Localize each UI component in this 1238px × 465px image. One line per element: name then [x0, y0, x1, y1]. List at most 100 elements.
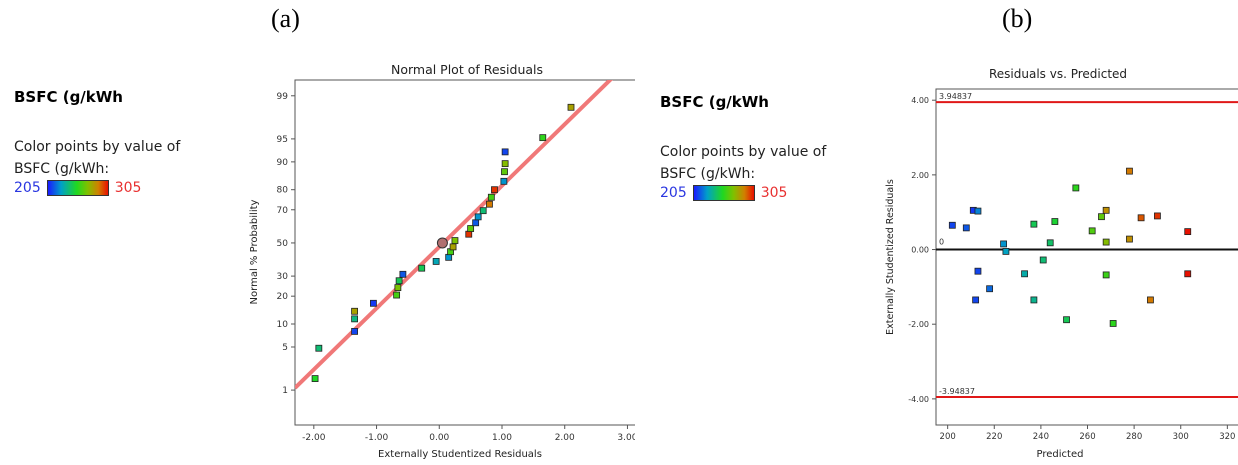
highlighted-data-point — [436, 237, 448, 249]
data-point — [445, 253, 453, 261]
data-point — [1046, 239, 1054, 247]
data-point — [1021, 270, 1028, 278]
data-point — [399, 270, 407, 278]
data-point — [1109, 320, 1117, 327]
data-point — [974, 267, 982, 275]
y-tick-label: 2.00 — [911, 171, 929, 180]
x-tick-label: 0.00 — [429, 433, 449, 443]
legend-description: Color points by value of — [660, 144, 827, 160]
data-point — [1154, 212, 1161, 220]
x-tick-label: 3.00 — [617, 433, 635, 443]
panel-label-a: (a) — [271, 4, 300, 33]
x-tick-label: 220 — [986, 432, 1002, 442]
data-point — [986, 285, 994, 293]
color-scale: 205 305 — [660, 185, 826, 201]
x-axis-label: Externally Studentized Residuals — [378, 449, 542, 460]
x-tick-label: 1.00 — [492, 433, 512, 443]
data-point — [370, 299, 377, 307]
data-point — [394, 284, 402, 292]
color-gradient-bar — [692, 185, 755, 201]
data-point — [351, 307, 358, 315]
data-point — [315, 344, 323, 352]
y-tick-label: -4.00 — [908, 395, 929, 404]
data-point — [465, 230, 473, 238]
scale-min-label: 205 — [660, 185, 687, 201]
x-tick-label: 260 — [1079, 432, 1095, 442]
y-tick-label: 1 — [282, 386, 288, 396]
color-scale: 205 305 — [14, 180, 180, 196]
data-point — [1000, 240, 1007, 248]
data-point — [974, 207, 982, 215]
residuals-vs-predicted-chart: Residuals vs. Predicted Predicted Extern… — [885, 67, 1238, 460]
data-point — [1102, 238, 1110, 246]
data-point — [1184, 270, 1192, 278]
data-point — [972, 296, 980, 304]
data-point — [1002, 247, 1010, 255]
y-tick-label: 5 — [282, 343, 288, 353]
y-tick-label: 50 — [277, 239, 289, 249]
scale-max-label: 305 — [760, 185, 788, 201]
data-point — [1098, 213, 1105, 221]
y-tick-label: 99 — [277, 92, 289, 102]
data-point — [1072, 184, 1080, 192]
data-point — [486, 200, 493, 208]
x-tick-label: 320 — [1219, 432, 1235, 442]
y-axis-label: Normal % Probability — [249, 199, 260, 304]
data-point — [351, 315, 358, 323]
data-point — [1184, 228, 1192, 236]
data-point — [451, 237, 459, 244]
data-point — [395, 277, 403, 285]
data-point — [1030, 220, 1038, 228]
y-tick-label: 10 — [277, 320, 289, 330]
x-tick-label: 280 — [1126, 432, 1142, 442]
y-tick-label: 4.00 — [911, 96, 929, 105]
data-point — [501, 148, 509, 156]
data-point — [472, 219, 480, 227]
data-point — [1063, 316, 1070, 324]
data-point — [567, 103, 575, 111]
data-point — [1126, 167, 1133, 175]
color-gradient-bar — [46, 180, 109, 196]
data-point — [501, 160, 509, 168]
y-tick-label: 20 — [277, 292, 289, 302]
chart-title: Normal Plot of Residuals — [391, 62, 543, 77]
data-point — [1088, 227, 1096, 235]
data-point — [539, 134, 547, 142]
data-point — [479, 207, 487, 215]
data-point — [432, 258, 440, 265]
legend-variable: BSFC (g/kWh: — [14, 161, 110, 177]
data-point — [500, 177, 508, 185]
x-tick-label: 2.00 — [555, 433, 575, 443]
data-point — [1137, 214, 1145, 222]
y-tick-label: 90 — [277, 158, 289, 168]
legend-title: BSFC (g/kWh — [14, 88, 123, 106]
data-point — [467, 225, 475, 232]
limit-line-label: 3.94837 — [939, 92, 972, 101]
y-tick-label: 0.00 — [911, 246, 929, 255]
x-tick-label: 300 — [1173, 432, 1189, 442]
data-point — [351, 327, 358, 335]
data-point — [1102, 206, 1110, 214]
scale-min-label: 205 — [14, 180, 41, 196]
data-point — [491, 186, 498, 194]
legend-variable: BSFC (g/kWh: — [660, 166, 756, 182]
y-tick-label: 80 — [277, 186, 289, 196]
x-tick-label: -2.00 — [302, 433, 326, 443]
data-point — [311, 375, 319, 382]
color-legend-b: BSFC (g/kWh Color points by value of BSF… — [660, 93, 826, 201]
data-point — [1039, 256, 1047, 264]
data-point — [487, 193, 495, 201]
color-legend-a: BSFC (g/kWh Color points by value of BSF… — [14, 88, 180, 196]
data-point — [474, 213, 482, 221]
y-tick-label: 70 — [277, 206, 289, 216]
y-tick-label: -2.00 — [908, 320, 929, 329]
data-point — [948, 221, 956, 229]
data-point — [1147, 296, 1154, 304]
plot-frame — [935, 88, 1238, 426]
legend-description: Color points by value of — [14, 139, 181, 155]
legend-title: BSFC (g/kWh — [660, 93, 769, 111]
data-point — [1102, 271, 1110, 279]
data-point — [449, 243, 457, 251]
data-point — [1030, 296, 1038, 304]
data-point — [393, 291, 401, 299]
